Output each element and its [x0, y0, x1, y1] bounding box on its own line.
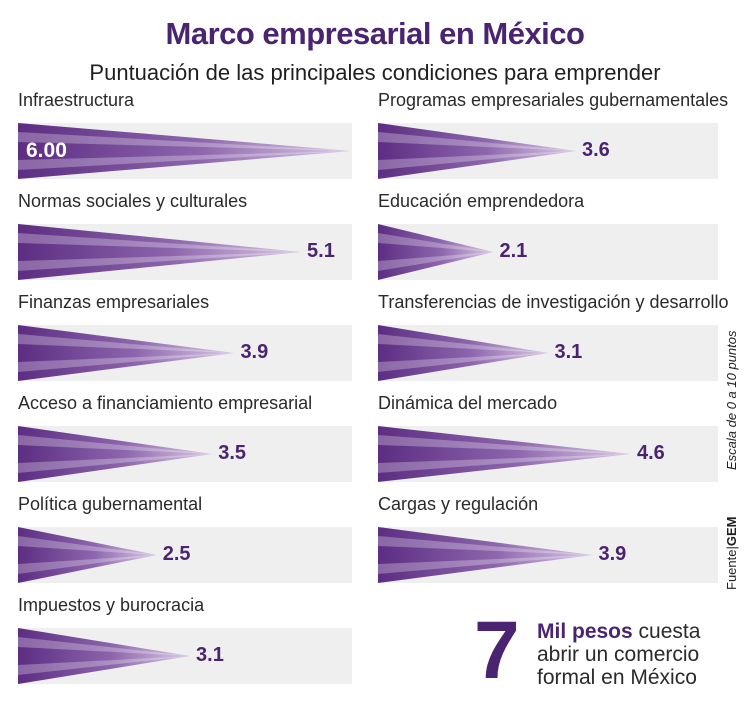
value-label: 4.6 [637, 442, 665, 464]
category-label: Impuestos y burocracia [18, 595, 205, 615]
category-label: Normas sociales y culturales [18, 191, 248, 211]
bar [18, 426, 213, 482]
cost-highlight: Mil pesos [537, 620, 633, 643]
cost-text: cuesta abrir un comercio formal en Méxic… [537, 620, 701, 689]
bar-track [18, 527, 352, 583]
value-label: 5.1 [307, 240, 335, 262]
value-label: 3.9 [240, 341, 269, 363]
value-label: 2.1 [499, 240, 528, 262]
bar [378, 527, 593, 583]
category-label: Política gubernamental [18, 494, 203, 514]
category-label: Cargas y regulación [378, 494, 539, 514]
source-label: Fuente [724, 549, 739, 590]
category-label: Educación emprendedora [378, 191, 585, 211]
category-label: Programas empresariales gubernamentales [378, 90, 729, 110]
bar-track [378, 123, 718, 179]
bar [18, 325, 235, 381]
bar [18, 527, 157, 583]
bar [378, 224, 494, 280]
bar-track [18, 123, 352, 179]
bar-track [378, 325, 718, 381]
bar [378, 426, 631, 482]
bar [18, 224, 302, 280]
bar-track [18, 628, 352, 684]
bar [18, 628, 191, 684]
bar-track [18, 426, 352, 482]
bar-track [18, 325, 352, 381]
scale-note: Escala de 0 a 10 puntos [724, 330, 739, 471]
category-label: Transferencias de investigación y desarr… [378, 292, 729, 312]
cost-note: Mil pesos cuesta abrir un comercio forma… [537, 620, 737, 689]
value-label: 6.00 [26, 139, 67, 162]
category-label: Infraestructura [18, 90, 135, 110]
source-note: Fuente|GEM [724, 516, 739, 591]
value-label: 3.6 [582, 139, 610, 161]
value-label: 2.5 [162, 543, 191, 565]
bar-track [378, 527, 718, 583]
bar [18, 123, 351, 179]
bar-track [18, 224, 352, 280]
value-label: 3.1 [554, 341, 583, 363]
value-label: 3.1 [196, 644, 224, 666]
category-label: Acceso a financiamiento empresarial [18, 393, 313, 413]
category-label: Finanzas empresariales [18, 292, 210, 312]
source-name: GEM [724, 516, 739, 547]
bar-track [378, 426, 718, 482]
value-label: 3.5 [218, 442, 247, 464]
category-label: Dinámica del mercado [378, 393, 558, 413]
bar [378, 325, 549, 381]
bar [378, 123, 576, 179]
value-label: 3.9 [598, 543, 627, 565]
cost-number: 7 [474, 605, 520, 696]
chart-subtitle: Puntuación de las principales condicione… [89, 60, 661, 85]
bar-track [378, 224, 718, 280]
chart-title: Marco empresarial en México [165, 16, 585, 51]
